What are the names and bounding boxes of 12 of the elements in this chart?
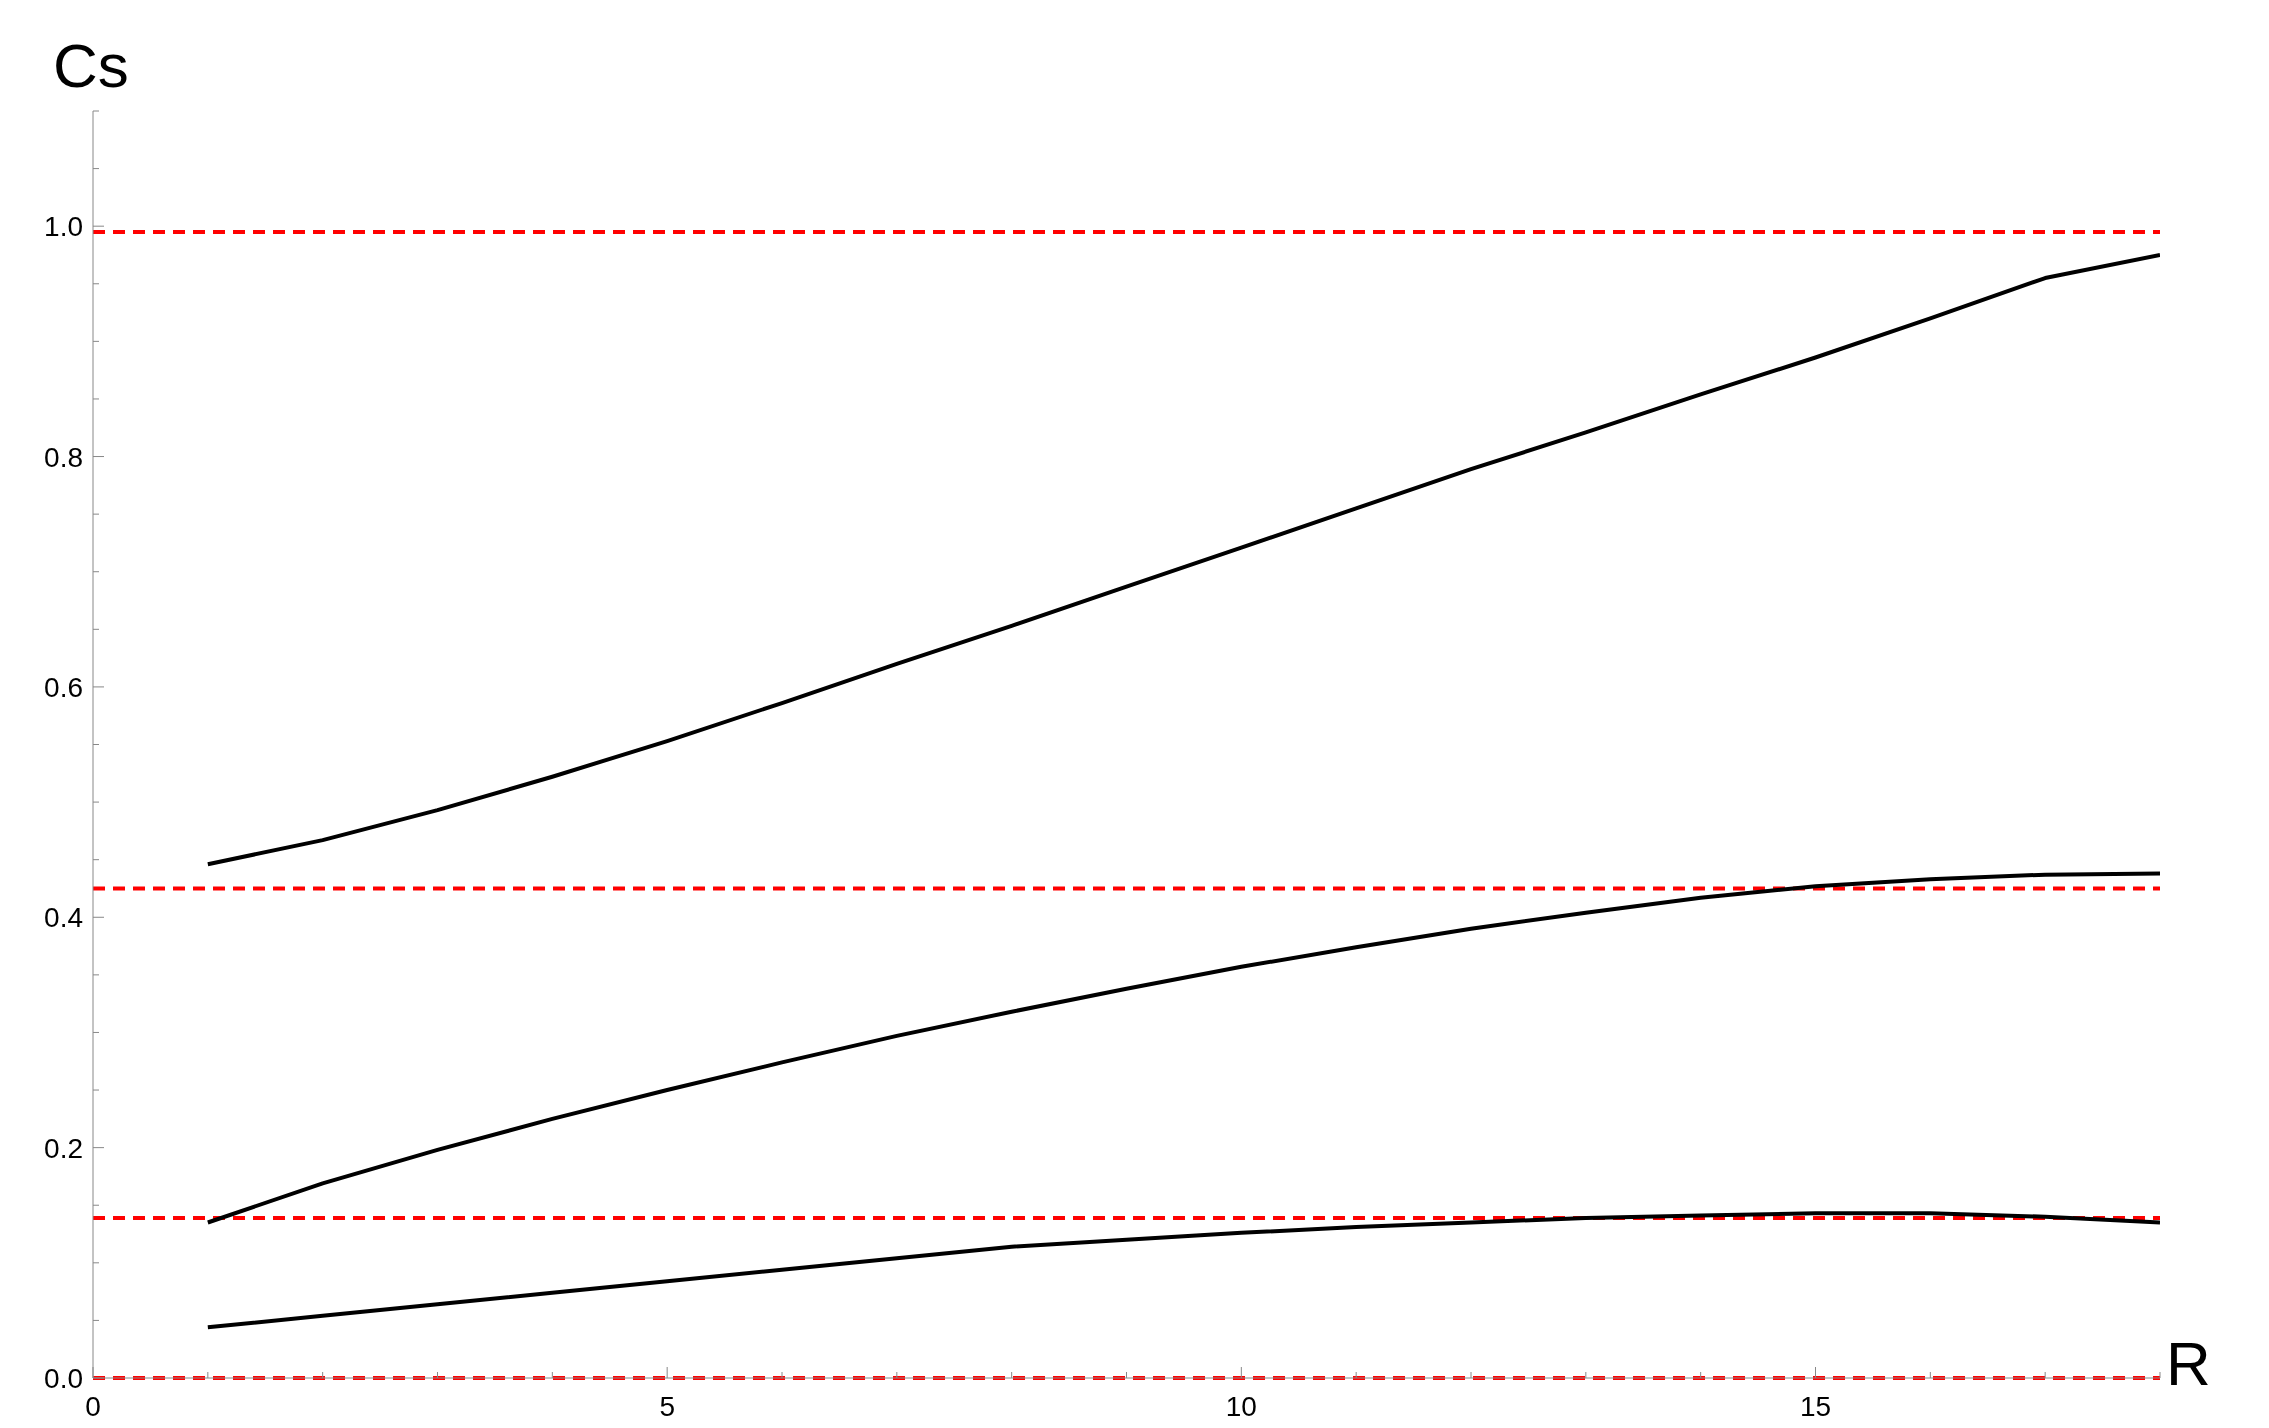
y-tick-label: 0.2 bbox=[44, 1132, 83, 1164]
y-axis-title: Cs bbox=[53, 30, 129, 101]
x-tick-label: 15 bbox=[1799, 1391, 1832, 1422]
x-tick-label: 10 bbox=[1225, 1391, 1257, 1422]
y-tick-label: 0.4 bbox=[44, 902, 83, 934]
x-tick-label: 5 bbox=[659, 1391, 675, 1422]
y-tick-label: 1.0 bbox=[44, 211, 83, 243]
x-tick-label: 0 bbox=[85, 1391, 101, 1422]
y-tick-label: 0.0 bbox=[44, 1363, 83, 1394]
y-tick-label: 0.6 bbox=[44, 671, 83, 703]
x-axis-title: R bbox=[2166, 1328, 2211, 1399]
y-tick-label: 0.8 bbox=[44, 441, 83, 473]
